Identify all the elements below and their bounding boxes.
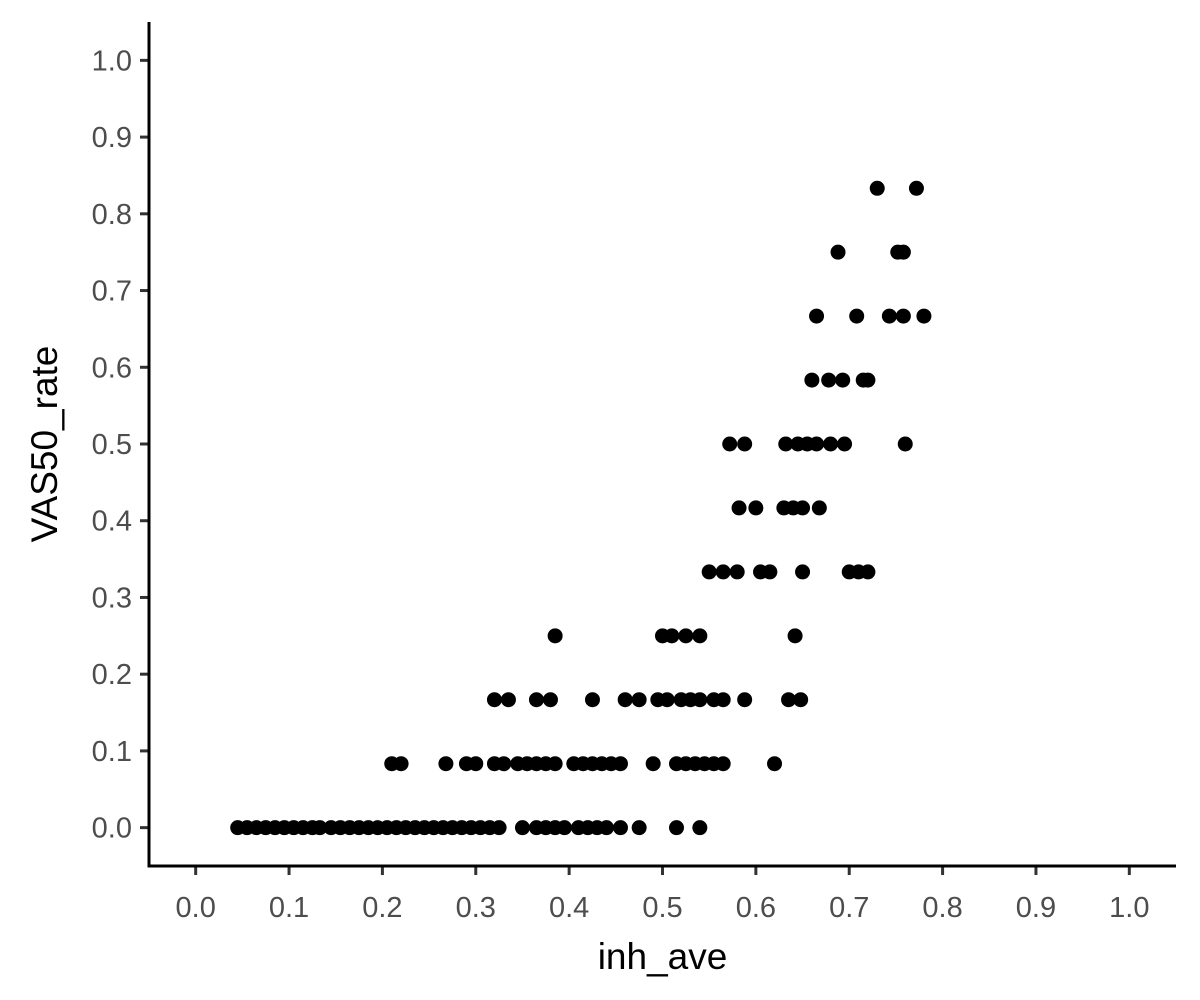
data-point: [715, 564, 731, 580]
x-tick-label: 0.0: [176, 892, 216, 924]
data-point: [659, 692, 675, 708]
data-point: [821, 372, 837, 388]
data-point: [795, 564, 811, 580]
data-point: [860, 372, 876, 388]
y-tick-label: 0.1: [92, 736, 132, 768]
data-point: [631, 820, 647, 836]
data-point: [584, 692, 600, 708]
data-point: [809, 308, 825, 324]
data-point: [860, 564, 876, 580]
data-point: [722, 436, 738, 452]
data-point: [542, 692, 558, 708]
data-point: [547, 628, 563, 644]
data-point: [729, 564, 745, 580]
data-point: [692, 628, 708, 644]
data-point: [486, 692, 502, 708]
x-tick-label: 0.8: [922, 892, 962, 924]
y-tick-label: 0.5: [92, 429, 132, 461]
data-point: [895, 244, 911, 260]
x-tick-label: 0.1: [269, 892, 309, 924]
data-point: [514, 820, 530, 836]
data-point: [645, 756, 661, 772]
data-point: [598, 820, 614, 836]
data-point: [895, 308, 911, 324]
data-point: [781, 692, 797, 708]
data-point: [849, 308, 865, 324]
data-point: [787, 628, 803, 644]
x-tick-label: 0.4: [549, 892, 589, 924]
x-tick-label: 0.9: [1016, 892, 1056, 924]
data-point: [617, 692, 633, 708]
x-tick-label: 0.2: [362, 892, 402, 924]
data-point: [631, 692, 647, 708]
data-point: [715, 756, 731, 772]
y-tick-label: 0.2: [92, 659, 132, 691]
x-tick-label: 0.7: [829, 892, 869, 924]
data-point: [500, 692, 516, 708]
data-point: [737, 692, 753, 708]
data-point: [556, 820, 572, 836]
data-point: [664, 628, 680, 644]
data-point: [748, 500, 764, 516]
data-point: [496, 756, 512, 772]
x-tick-label: 1.0: [1109, 892, 1149, 924]
y-axis-ticks: 0.0 0.1 0.2 0.3 0.4 0.5 0.6 0.7 0.8 0.9 1.0: [92, 45, 149, 845]
data-point: [811, 500, 827, 516]
data-point: [778, 436, 794, 452]
x-tick-label: 0.5: [642, 892, 682, 924]
data-points: [230, 180, 932, 836]
data-point: [835, 372, 851, 388]
data-point: [767, 756, 783, 772]
data-point: [438, 756, 454, 772]
data-point: [823, 436, 839, 452]
data-point: [916, 308, 932, 324]
data-point: [669, 820, 685, 836]
data-point: [491, 820, 507, 836]
data-point: [715, 692, 731, 708]
data-point: [809, 436, 825, 452]
data-point: [393, 756, 409, 772]
data-point: [795, 500, 811, 516]
data-point: [737, 436, 753, 452]
data-point: [312, 820, 328, 836]
x-axis-ticks: 0.0 0.1 0.2 0.3 0.4 0.5 0.6 0.7 0.8 0.9 1.0: [176, 866, 1149, 924]
y-tick-label: 0.3: [92, 582, 132, 614]
data-point: [547, 756, 563, 772]
x-axis-title: inh_ave: [598, 936, 728, 977]
y-axis-title: VAS50_rate: [24, 346, 65, 543]
data-point: [897, 436, 913, 452]
data-point: [830, 244, 846, 260]
y-tick-label: 0.7: [92, 276, 132, 308]
x-tick-label: 0.3: [456, 892, 496, 924]
data-point: [908, 180, 924, 196]
y-tick-label: 0.6: [92, 352, 132, 384]
y-tick-label: 0.0: [92, 813, 132, 845]
data-point: [692, 692, 708, 708]
data-point: [612, 756, 628, 772]
data-point: [701, 564, 717, 580]
y-tick-label: 0.8: [92, 199, 132, 231]
data-point: [762, 564, 778, 580]
x-tick-label: 0.6: [736, 892, 776, 924]
data-point: [793, 692, 809, 708]
data-point: [837, 436, 853, 452]
data-point: [869, 180, 885, 196]
y-tick-label: 1.0: [92, 45, 132, 77]
data-point: [692, 820, 708, 836]
data-point: [528, 692, 544, 708]
data-point: [731, 500, 747, 516]
data-point: [612, 820, 628, 836]
data-point: [881, 308, 897, 324]
data-point: [804, 372, 820, 388]
y-tick-label: 0.9: [92, 122, 132, 154]
y-tick-label: 0.4: [92, 506, 132, 538]
data-point: [468, 756, 484, 772]
data-point: [678, 628, 694, 644]
